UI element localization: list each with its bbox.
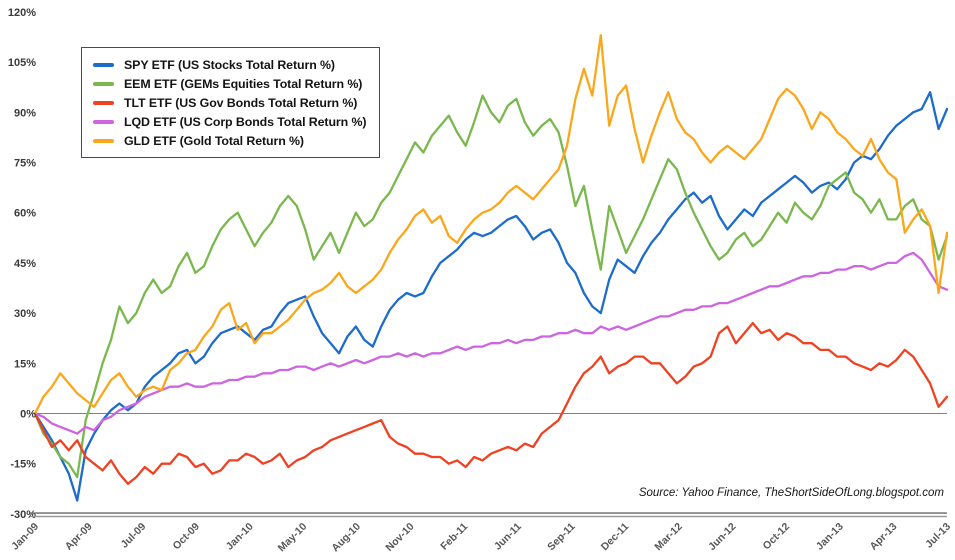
x-axis-label: Jun-11 <box>492 521 524 553</box>
x-axis-label: Oct-12 <box>761 521 793 553</box>
x-axis-label: Jul-09 <box>118 521 148 551</box>
x-axis-labels: Jan-09 Apr-09 Jul-09 Oct-09 Jan-10 May-10 Aug-… <box>9 521 953 555</box>
y-axis-label: 0% <box>20 409 36 421</box>
x-axis-label: Apr-09 <box>63 521 95 553</box>
legend-swatch-tlt <box>93 100 114 105</box>
y-axis-label: 105% <box>8 57 36 69</box>
series-line-eem <box>33 94 949 479</box>
y-axis-label: 45% <box>14 258 36 270</box>
x-axis-label: Aug-10 <box>329 521 363 555</box>
x-axis-label: Jul-13 <box>923 521 953 551</box>
legend-item-tlt: TLT ETF (US Gov Bonds Total Return %) <box>93 93 366 112</box>
x-axis-label: Jan-09 <box>9 521 41 553</box>
legend-swatch-spy <box>93 62 114 67</box>
legend-label-lqd: LQD ETF (US Corp Bonds Total Return %) <box>124 114 367 129</box>
x-axis-label: Sep-11 <box>545 521 578 554</box>
x-axis-label: Jan-13 <box>814 521 846 553</box>
legend-swatch-eem <box>93 81 114 86</box>
y-axis-label: -15% <box>10 459 36 471</box>
legend-box: SPY ETF (US Stocks Total Return %) EEM E… <box>81 47 381 158</box>
y-axis-labels: 120% 105% 90% 75% 60% 45% 30% 15% 0% -15% -30% <box>8 7 36 521</box>
x-axis-label: Jan-10 <box>224 521 256 553</box>
series-line-lqd <box>33 251 949 435</box>
legend-item-gld: GLD ETF (Gold Total Return %) <box>93 131 366 150</box>
legend-label-eem: EEM ETF (GEMs Equities Total Return %) <box>124 76 363 91</box>
x-axis-label: Nov-10 <box>383 521 416 554</box>
source-note: Source: Yahoo Finance, TheShortSideOfLon… <box>639 487 945 499</box>
legend-item-eem: EEM ETF (GEMs Equities Total Return %) <box>93 74 366 93</box>
legend-label-gld: GLD ETF (Gold Total Return %) <box>124 133 304 148</box>
y-axis-label: 15% <box>14 358 36 370</box>
series-line-spy <box>33 91 949 502</box>
series-lines <box>33 34 949 502</box>
y-axis-label: -30% <box>10 509 36 521</box>
series-line-gld <box>33 34 949 415</box>
legend-item-lqd: LQD ETF (US Corp Bonds Total Return %) <box>93 112 367 131</box>
x-axis-label: Mar-12 <box>652 521 685 554</box>
y-axis-label: 120% <box>8 7 36 19</box>
x-axis-label: Jun-12 <box>706 521 739 554</box>
y-axis-label: 75% <box>14 158 36 170</box>
x-axis-label: Apr-13 <box>867 521 899 553</box>
x-axis-label: Oct-09 <box>170 521 202 553</box>
legend-swatch-gld <box>93 138 114 143</box>
y-axis-label: 30% <box>14 308 36 320</box>
series-line-tlt <box>33 321 949 485</box>
legend-item-spy: SPY ETF (US Stocks Total Return %) <box>93 55 366 74</box>
y-axis-label: 90% <box>14 107 36 119</box>
legend-label-tlt: TLT ETF (US Gov Bonds Total Return %) <box>124 95 358 110</box>
x-axis-label: Feb-11 <box>438 521 470 553</box>
x-axis-label: May-10 <box>276 521 310 555</box>
bottom-axis <box>30 512 947 518</box>
x-axis-label: Dec-11 <box>599 521 632 554</box>
legend-label-spy: SPY ETF (US Stocks Total Return %) <box>124 57 335 72</box>
y-axis-label: 60% <box>14 208 36 220</box>
legend-swatch-lqd <box>93 119 114 124</box>
